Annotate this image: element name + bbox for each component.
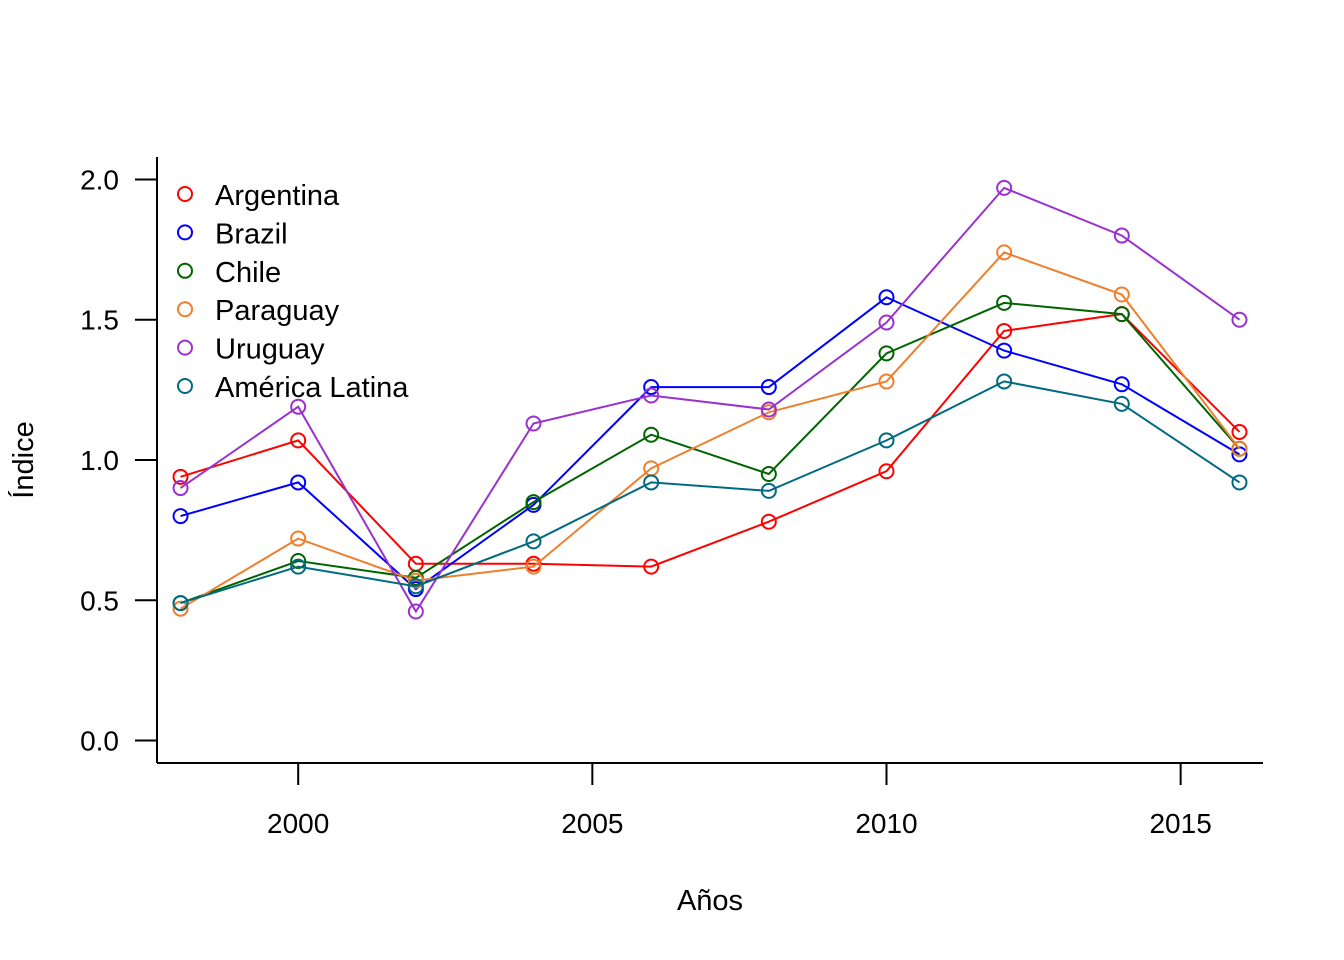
- series-line: [180, 301, 1241, 605]
- data-point: [1113, 376, 1130, 393]
- data-point: [172, 600, 189, 617]
- series-line: [180, 313, 1241, 568]
- data-point: [996, 244, 1013, 261]
- data-point: [172, 595, 189, 612]
- data-point: [996, 322, 1013, 339]
- legend-marker: [177, 378, 193, 394]
- series-lines: [172, 179, 1248, 620]
- data-point: [996, 342, 1013, 359]
- data-point: [290, 558, 307, 575]
- data-point: [760, 379, 777, 396]
- data-point: [878, 373, 895, 390]
- legend: Argentina Brazil Chile Paraguay Uruguay Améri…: [177, 180, 409, 404]
- data-point: [1113, 306, 1130, 323]
- legend-marker: [177, 301, 193, 318]
- data-point: [643, 426, 660, 443]
- y-axis-label: Índice: [7, 421, 40, 498]
- x-tick-label: 2010: [855, 808, 917, 839]
- legend-marker: [177, 262, 193, 279]
- data-point: [1113, 286, 1130, 303]
- series-line: [180, 296, 1241, 591]
- data-point: [290, 474, 307, 491]
- y-tick-label: 1.0: [80, 445, 119, 476]
- legend-label: Paraguay: [215, 295, 340, 327]
- data-point: [1231, 311, 1248, 328]
- data-point: [760, 466, 777, 483]
- data-point: [172, 468, 189, 485]
- legend-marker: [177, 186, 193, 202]
- series-line: [180, 380, 1241, 605]
- legend-label: Argentina: [215, 180, 340, 212]
- y-tick-label: 0.0: [80, 726, 119, 757]
- data-point: [525, 558, 542, 575]
- data-point: [996, 294, 1013, 311]
- data-point: [1231, 474, 1248, 491]
- series-uruguay: [172, 179, 1248, 620]
- data-point: [290, 432, 307, 449]
- data-point: [878, 289, 895, 306]
- legend-marker: [177, 339, 193, 356]
- data-point: [996, 373, 1013, 390]
- data-point: [760, 401, 777, 418]
- data-point: [643, 474, 660, 491]
- data-point: [878, 314, 895, 331]
- data-point: [407, 578, 424, 595]
- x-tick-label: 2005: [561, 808, 623, 839]
- series-chile: [172, 294, 1248, 612]
- y-tick-label: 2.0: [80, 164, 119, 195]
- series-paraguay: [172, 244, 1248, 617]
- data-point: [525, 415, 542, 432]
- series-brazil: [172, 289, 1248, 598]
- y-tick-label: 0.5: [80, 585, 119, 616]
- data-point: [290, 530, 307, 547]
- data-point: [172, 508, 189, 525]
- data-point: [760, 513, 777, 530]
- axes: 0.0 0.5 1.0 1.5 2.0 2000 2005 2010 2015: [80, 157, 1263, 839]
- data-point: [525, 533, 542, 550]
- x-tick-label: 2000: [267, 808, 329, 839]
- x-tick-label: 2015: [1149, 808, 1211, 839]
- legend-marker: [177, 224, 193, 241]
- legend-label: Uruguay: [215, 334, 325, 366]
- y-tick-label: 1.5: [80, 305, 119, 336]
- data-point: [878, 432, 895, 449]
- data-point: [172, 480, 189, 497]
- data-point: [407, 572, 424, 589]
- data-point: [1231, 440, 1248, 457]
- data-point: [407, 603, 424, 620]
- data-point: [290, 553, 307, 569]
- data-point: [1231, 423, 1248, 440]
- legend-label: Brazil: [215, 218, 288, 250]
- data-point: [643, 387, 660, 404]
- data-point: [1113, 227, 1130, 244]
- series-line: [179, 251, 1241, 610]
- series-am-rica-latina: [172, 373, 1248, 612]
- x-axis-label: Años: [677, 885, 743, 917]
- data-point: [878, 345, 895, 362]
- data-point: [760, 482, 777, 499]
- data-point: [1113, 395, 1130, 412]
- legend-label: América Latina: [215, 372, 409, 404]
- series-line: [179, 186, 1241, 614]
- data-point: [290, 398, 307, 415]
- data-point: [525, 494, 542, 511]
- legend-label: Chile: [215, 257, 281, 289]
- data-point: [996, 179, 1013, 196]
- data-point: [643, 558, 660, 575]
- data-point: [878, 463, 895, 480]
- data-point: [643, 379, 660, 396]
